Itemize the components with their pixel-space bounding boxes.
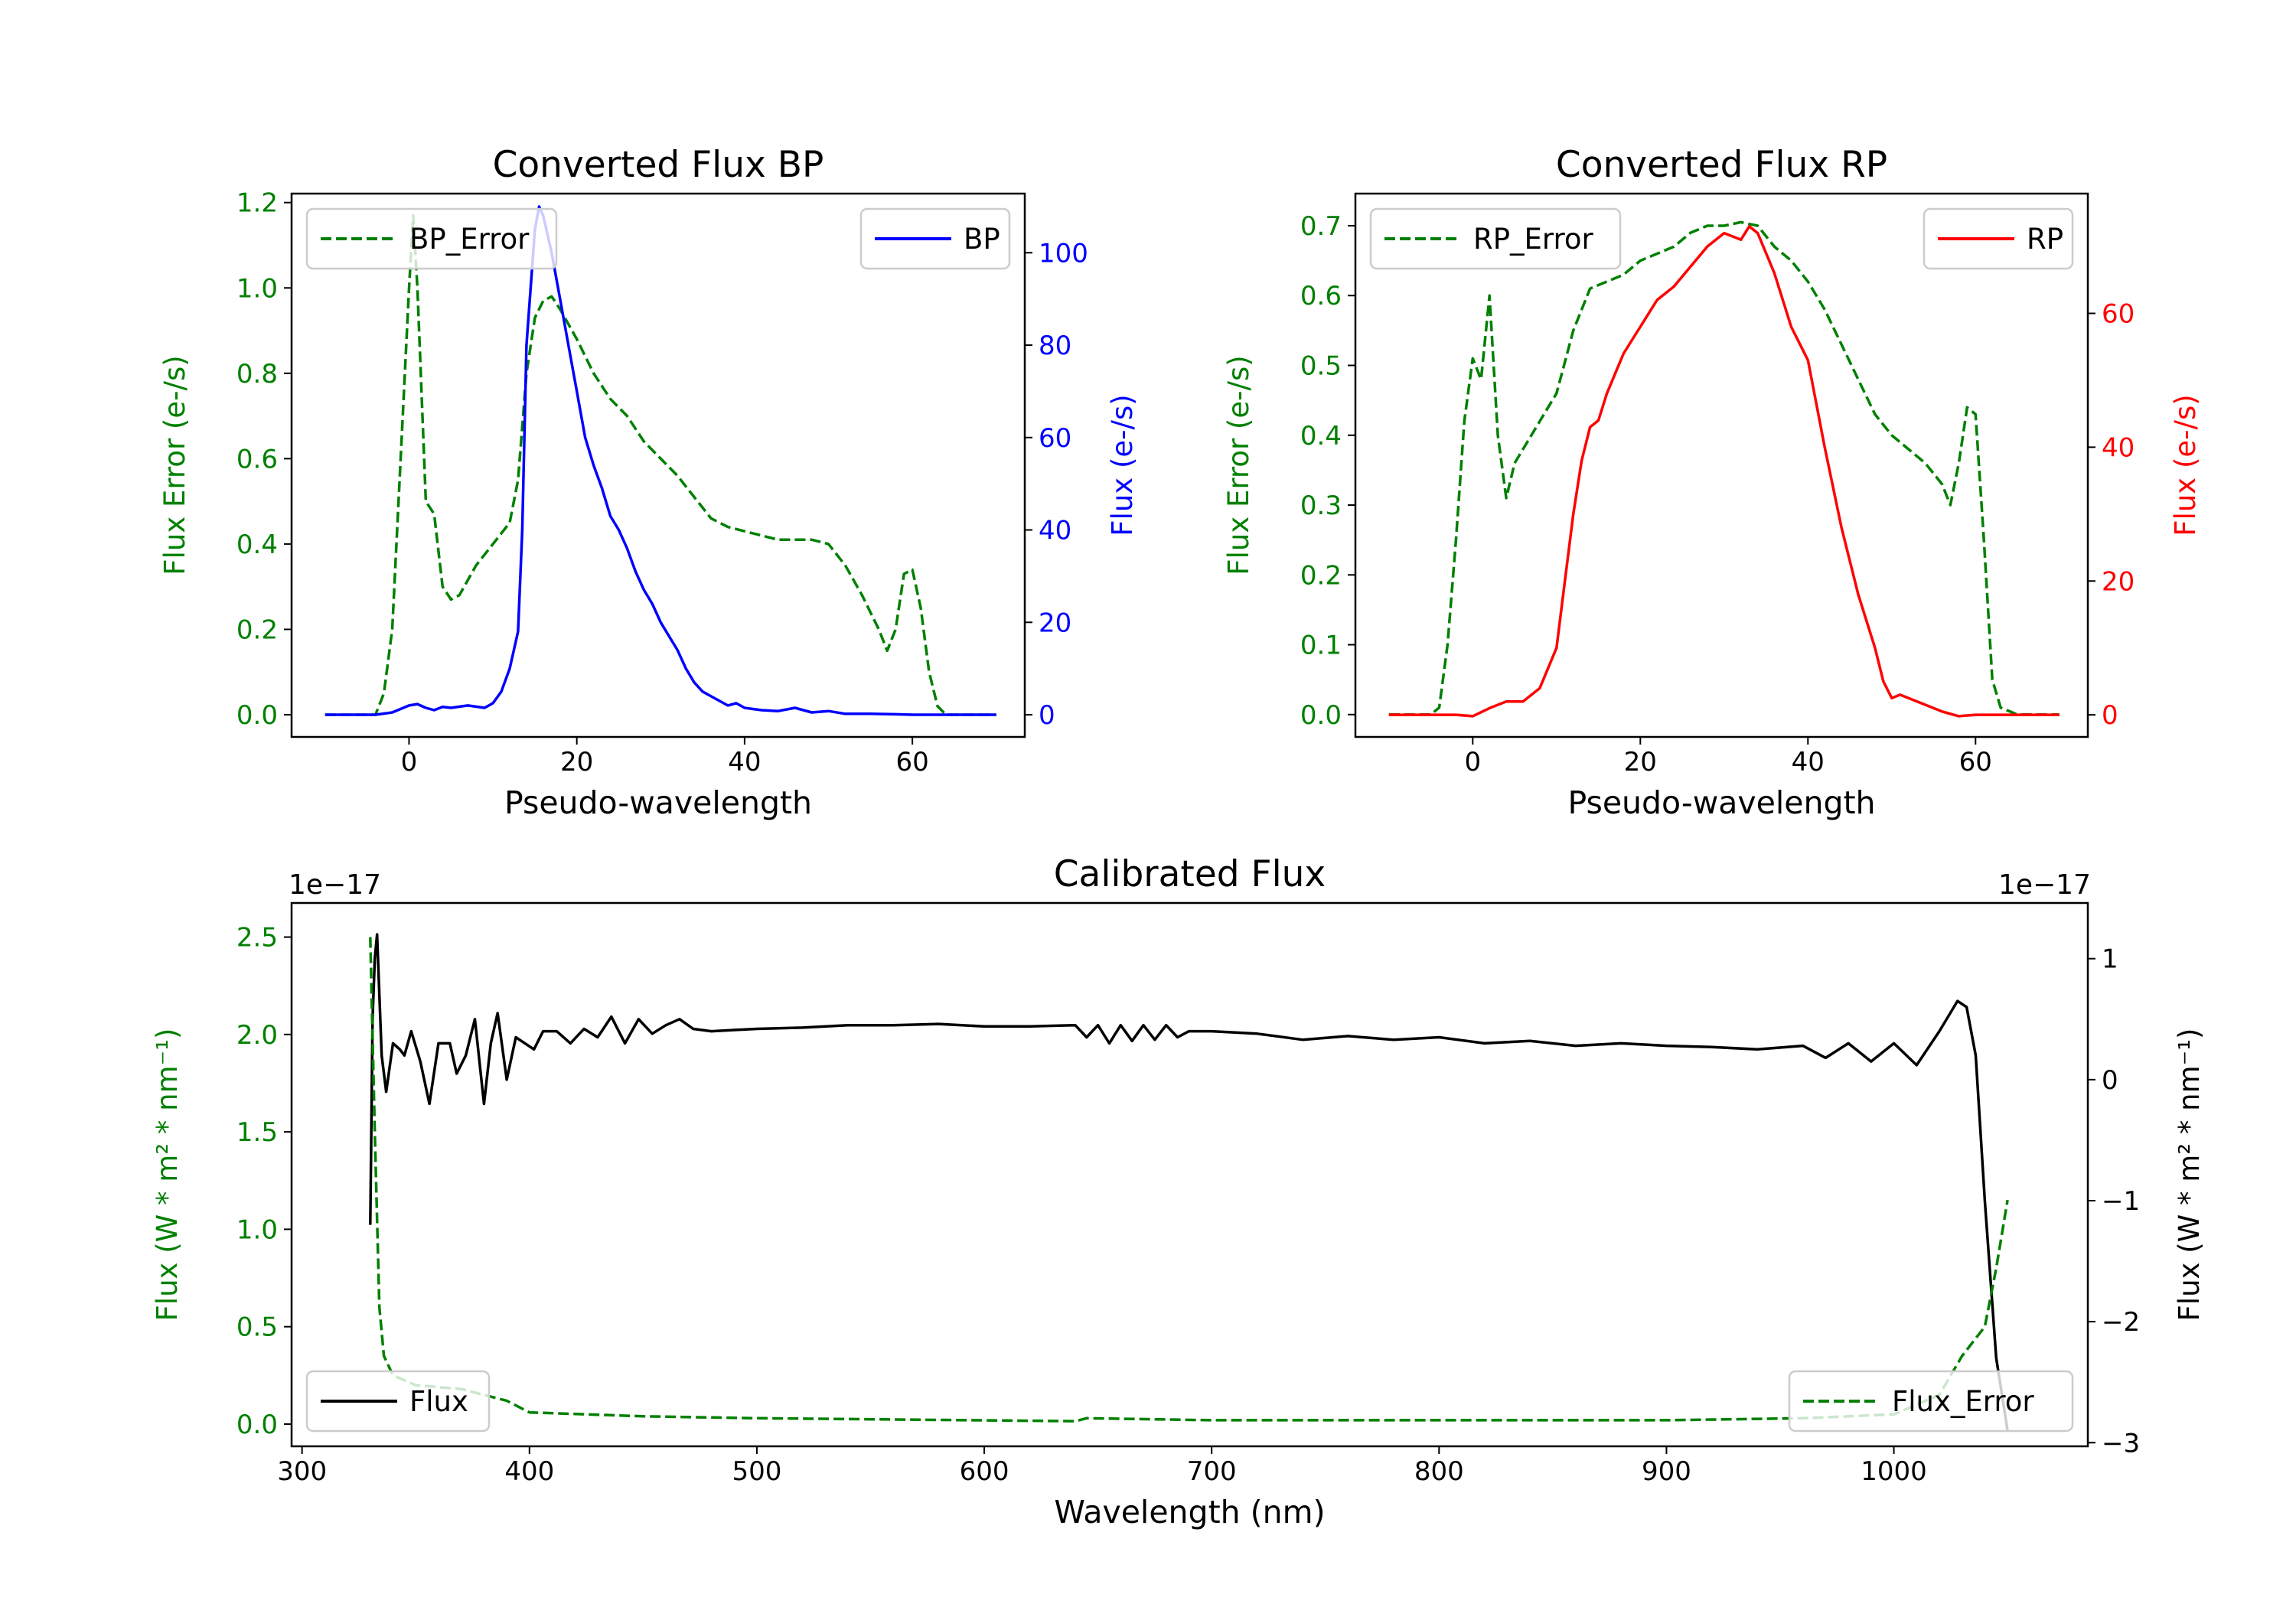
left-y-tick-label: 0.2 bbox=[1300, 560, 1342, 591]
right-y-tick-label: 0 bbox=[2102, 1065, 2118, 1096]
right-y-tick-label: 0 bbox=[2102, 700, 2118, 731]
series-line-rp_error bbox=[1388, 220, 2060, 716]
left-y-tick-label: 1.0 bbox=[236, 273, 278, 304]
legend-box bbox=[1788, 1370, 2074, 1433]
x-tick-label: 0 bbox=[1464, 747, 1481, 777]
x-tick-label: 0 bbox=[401, 747, 418, 777]
right-y-tick-label: −1 bbox=[2102, 1186, 2140, 1217]
legend-box bbox=[305, 1370, 491, 1433]
left-y-tick-label: 0.0 bbox=[1300, 700, 1342, 731]
right-y-tick-label: 20 bbox=[1039, 608, 1071, 638]
x-tick-label: 400 bbox=[504, 1456, 554, 1487]
left-y-tick-label: 2.0 bbox=[236, 1020, 278, 1051]
series-line-flux_error bbox=[369, 937, 2009, 1423]
legend-rp_error: RP_Error bbox=[1369, 207, 1622, 270]
legend-label: BP bbox=[964, 223, 1000, 256]
series-line-bp_error bbox=[325, 214, 996, 716]
x-axis-label: Wavelength (nm) bbox=[1054, 1494, 1325, 1530]
x-tick-label: 40 bbox=[1792, 747, 1825, 777]
left-y-tick-label: 0.4 bbox=[236, 530, 278, 560]
right-y-axis-label: Flux (W * m² * nm⁻¹) bbox=[2173, 1028, 2206, 1322]
x-tick-label: 800 bbox=[1414, 1456, 1464, 1487]
left-y-axis-label: Flux (W * m² * nm⁻¹) bbox=[151, 1028, 184, 1322]
x-tick-label: 1000 bbox=[1861, 1456, 1927, 1487]
chart-title: Converted Flux BP bbox=[493, 144, 824, 186]
left-y-tick-label: 1.2 bbox=[236, 188, 278, 219]
left-y-tick-label: 0.0 bbox=[236, 1410, 278, 1440]
x-axis-label: Pseudo-wavelength bbox=[504, 784, 812, 821]
right-y-tick-label: 60 bbox=[2102, 299, 2135, 330]
left-y-axis-label: Flux Error (e-/s) bbox=[158, 355, 191, 575]
x-tick-label: 20 bbox=[560, 747, 593, 777]
right-y-tick-label: 0 bbox=[1039, 700, 1055, 731]
x-axis-label: Pseudo-wavelength bbox=[1567, 784, 1875, 821]
left-y-offset-label: 1e−17 bbox=[289, 869, 381, 901]
axes-frame bbox=[290, 901, 2089, 1448]
legend-label: Flux bbox=[409, 1385, 468, 1418]
left-y-tick-label: 0.0 bbox=[236, 700, 278, 731]
right-y-offset-label: 1e−17 bbox=[1998, 869, 2091, 901]
right-y-tick-label: 100 bbox=[1039, 238, 1088, 269]
right-y-axis-label: Flux (e-/s) bbox=[1106, 394, 1139, 536]
series-line-flux bbox=[369, 933, 2009, 1431]
x-tick-label: 900 bbox=[1642, 1456, 1691, 1487]
x-tick-label: 500 bbox=[732, 1456, 781, 1487]
left-y-tick-label: 0.3 bbox=[1300, 491, 1342, 521]
left-y-tick-label: 1.0 bbox=[236, 1214, 278, 1245]
left-y-tick-label: 0.6 bbox=[1300, 281, 1342, 311]
chart-title: Converted Flux RP bbox=[1556, 144, 1887, 186]
legend-label: Flux_Error bbox=[1892, 1385, 2034, 1418]
chart-2: Calibrated Flux 300 400 500 600 700 800 900 1000… bbox=[151, 853, 2206, 1530]
legend-bp: BP bbox=[859, 207, 1011, 270]
left-y-tick-label: 2.5 bbox=[236, 923, 278, 953]
right-y-tick-label: 1 bbox=[2102, 944, 2118, 975]
x-tick-label: 60 bbox=[895, 747, 928, 777]
axes-frame bbox=[1354, 192, 2089, 738]
legend-box bbox=[1369, 207, 1622, 270]
left-y-tick-label: 0.5 bbox=[236, 1312, 278, 1343]
legend-flux_error: Flux_Error bbox=[1788, 1370, 2074, 1433]
legend-box bbox=[305, 207, 558, 270]
right-y-tick-label: 40 bbox=[1039, 516, 1071, 546]
x-tick-label: 700 bbox=[1187, 1456, 1237, 1487]
x-tick-label: 300 bbox=[277, 1456, 327, 1487]
x-tick-label: 600 bbox=[960, 1456, 1009, 1487]
right-y-tick-label: 20 bbox=[2102, 566, 2135, 597]
left-y-tick-label: 0.7 bbox=[1300, 211, 1342, 242]
right-y-tick-label: −2 bbox=[2102, 1307, 2140, 1338]
legend-label: RP_Error bbox=[1473, 223, 1593, 256]
legend-flux: Flux bbox=[305, 1370, 491, 1433]
series-line-bp bbox=[325, 205, 996, 716]
left-y-tick-label: 0.1 bbox=[1300, 631, 1342, 661]
left-y-axis-label: Flux Error (e-/s) bbox=[1222, 355, 1255, 575]
legend-bp_error: BP_Error bbox=[305, 207, 558, 270]
series-line-rp bbox=[1388, 225, 2060, 718]
left-y-tick-label: 1.5 bbox=[236, 1117, 278, 1148]
chart-1: Converted Flux RP 0 20 40 60 Pseudo-wavelengt… bbox=[1222, 144, 2202, 821]
chart-title: Calibrated Flux bbox=[1054, 853, 1326, 895]
axes-frame bbox=[290, 192, 1026, 738]
x-tick-label: 40 bbox=[728, 747, 761, 777]
right-y-tick-label: 40 bbox=[2102, 432, 2135, 463]
left-y-tick-label: 0.2 bbox=[236, 614, 278, 645]
left-y-tick-label: 0.8 bbox=[236, 359, 278, 390]
left-y-tick-label: 0.6 bbox=[236, 444, 278, 474]
legend-label: RP bbox=[2027, 223, 2063, 256]
right-y-axis-label: Flux (e-/s) bbox=[2169, 394, 2202, 536]
left-y-tick-label: 0.5 bbox=[1300, 350, 1342, 381]
x-tick-label: 20 bbox=[1624, 747, 1657, 777]
legend-rp: RP bbox=[1923, 207, 2074, 270]
chart-0: Converted Flux BP 0 20 40 60 Pseudo-wavelengt… bbox=[158, 144, 1139, 821]
right-y-tick-label: 60 bbox=[1039, 423, 1071, 454]
right-y-tick-label: −3 bbox=[2102, 1428, 2140, 1459]
right-y-tick-label: 80 bbox=[1039, 331, 1071, 361]
left-y-tick-label: 0.4 bbox=[1300, 421, 1342, 451]
legend-label: BP_Error bbox=[409, 223, 530, 256]
x-tick-label: 60 bbox=[1959, 747, 1992, 777]
